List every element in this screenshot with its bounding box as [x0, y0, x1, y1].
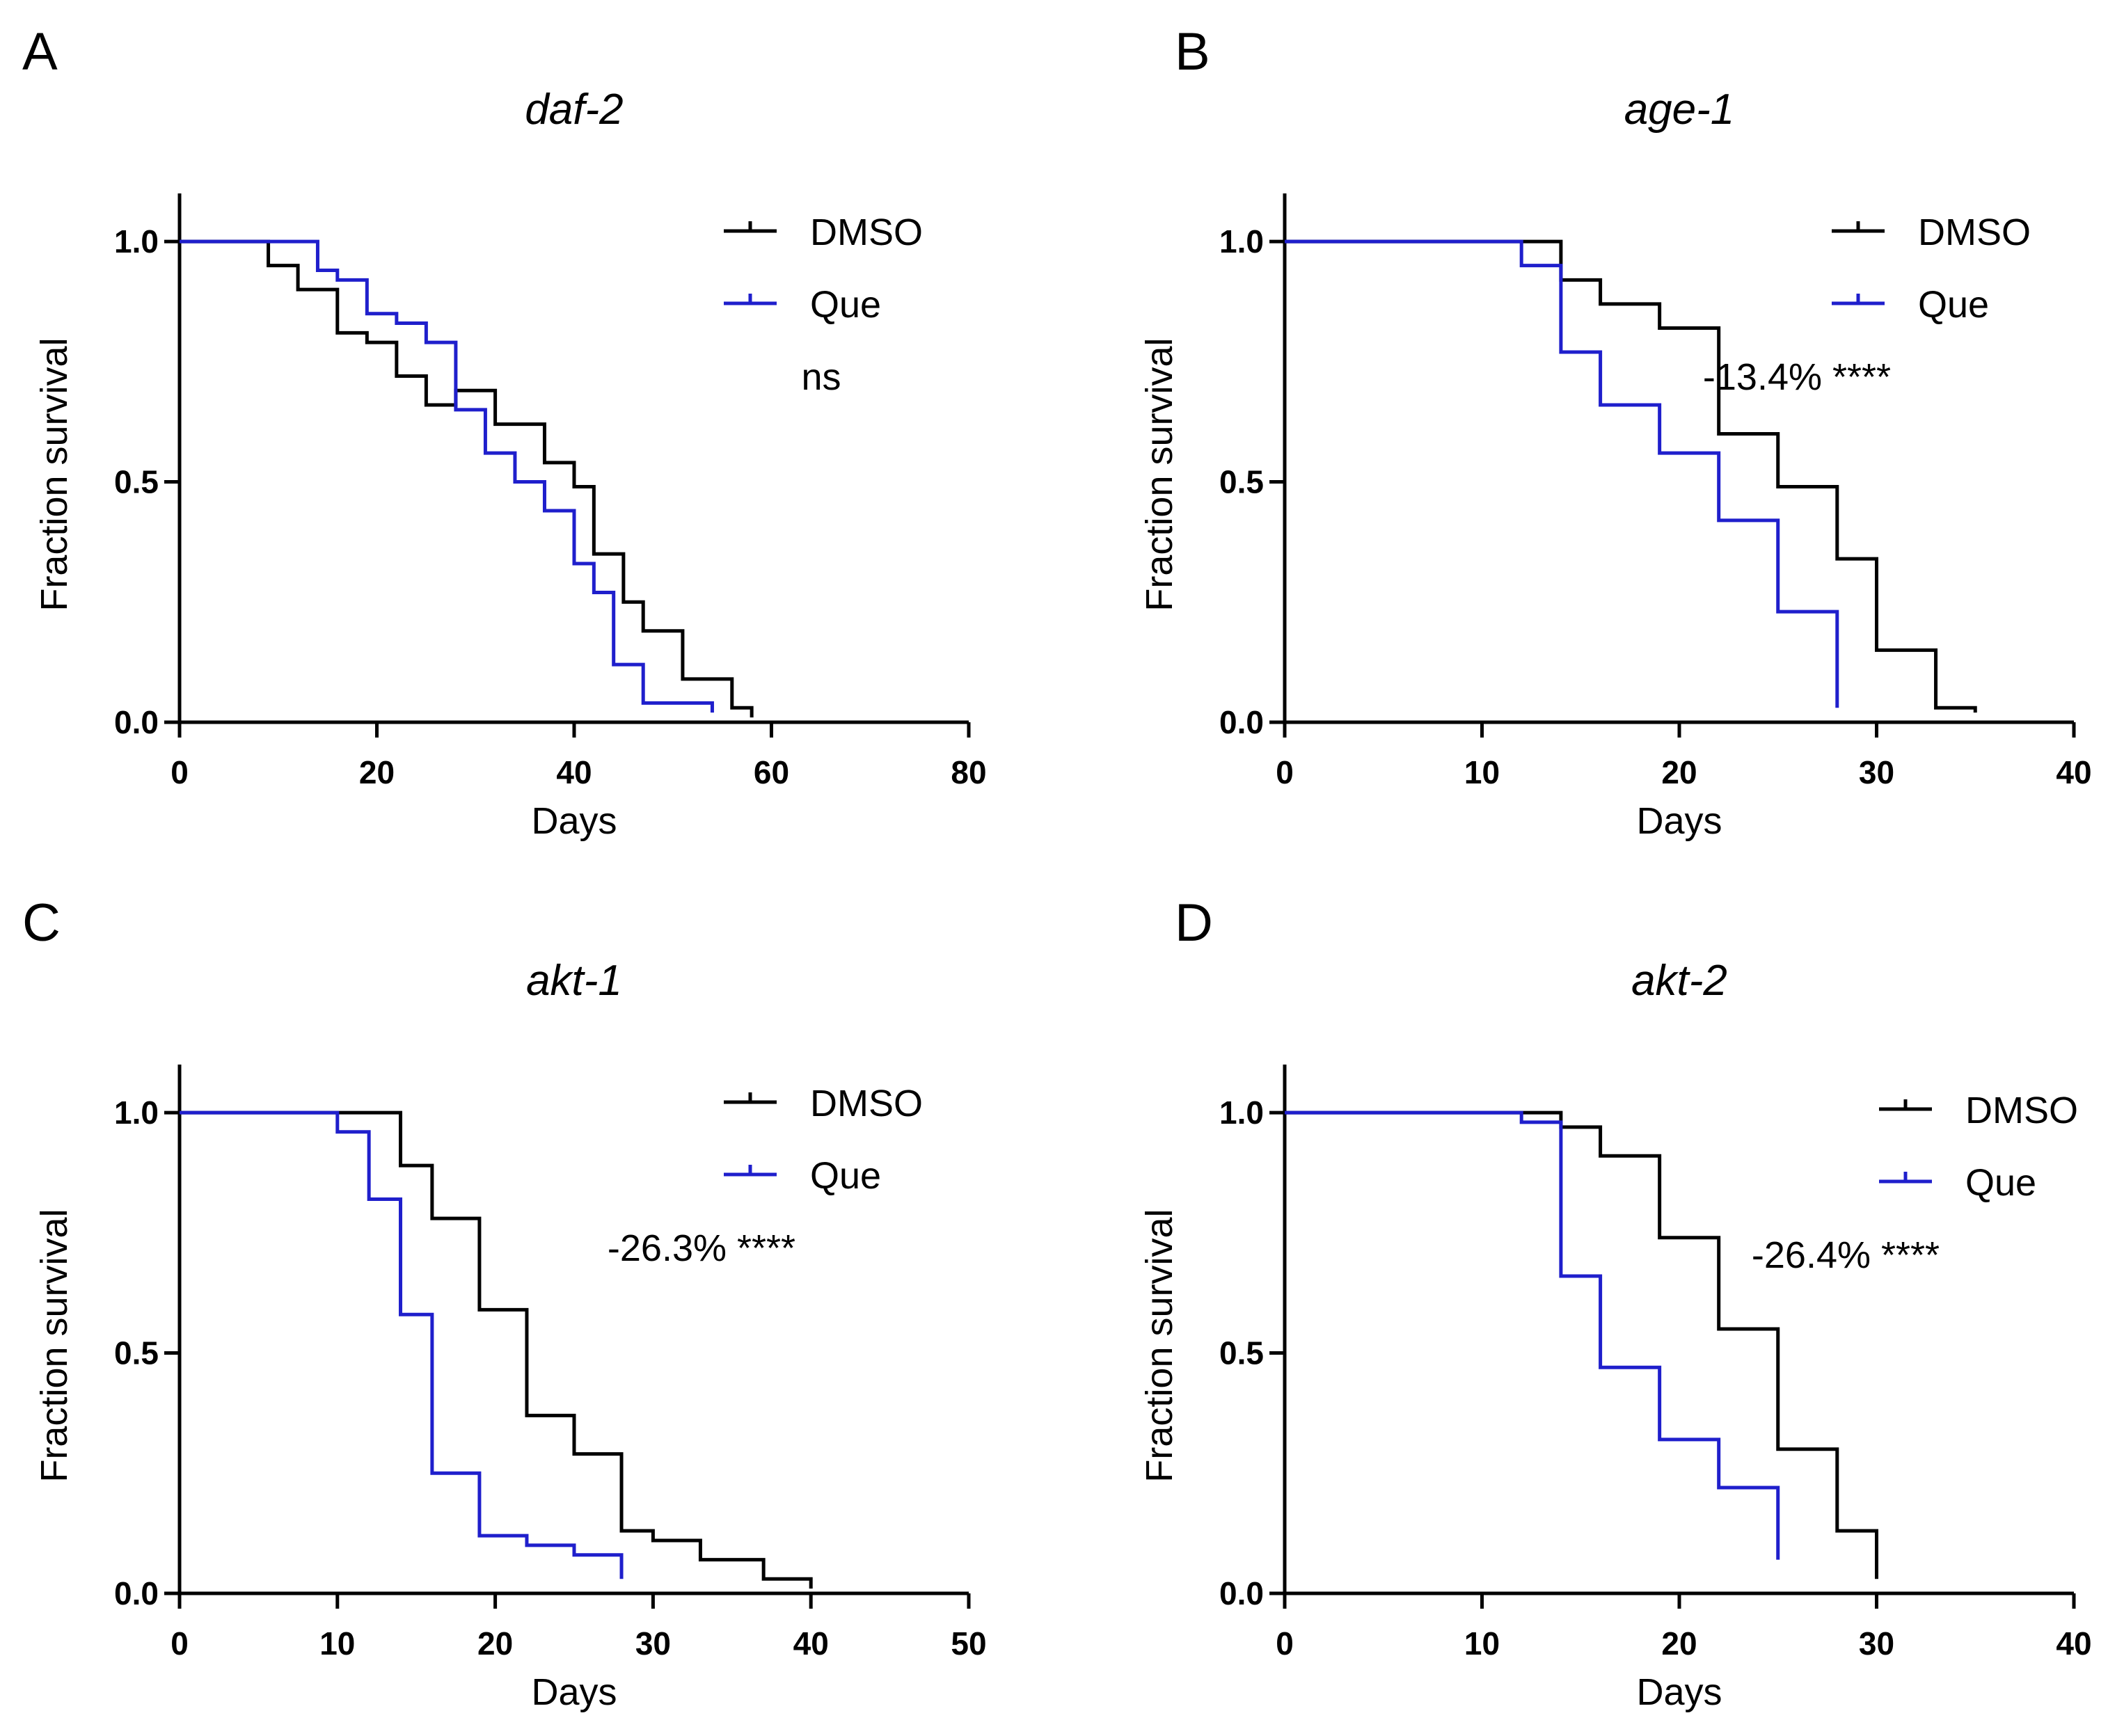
y-tick-label: 0.5: [1219, 464, 1264, 500]
legend-label-dmso: DMSO: [810, 212, 923, 253]
y-tick-label: 0.0: [1219, 1575, 1264, 1611]
x-tick-label: 30: [1859, 754, 1894, 790]
legend-label-que: Que: [1965, 1162, 2036, 1204]
panel-letter: C: [22, 893, 61, 953]
series-line-que: [1285, 1110, 1780, 1560]
x-tick-label: 20: [1661, 754, 1697, 790]
x-axis-label: Days: [1636, 800, 1722, 842]
chart-title: daf-2: [525, 86, 623, 134]
x-tick-label: 40: [556, 754, 592, 790]
significance-annotation: -26.3% ****: [608, 1227, 795, 1269]
x-tick-label: 20: [477, 1625, 513, 1662]
x-tick-label: 10: [1464, 1625, 1500, 1662]
x-tick-label: 40: [793, 1625, 829, 1662]
chart-title: age-1: [1624, 86, 1735, 134]
y-axis-label: Fraction survival: [33, 337, 75, 611]
series-line-que: [1285, 239, 1839, 708]
significance-annotation: ns: [801, 356, 841, 398]
x-tick-label: 0: [1276, 1625, 1294, 1662]
x-tick-label: 60: [754, 754, 789, 790]
y-axis-label: Fraction survival: [33, 1209, 75, 1482]
x-tick-label: 40: [2056, 754, 2091, 790]
x-tick-label: 0: [171, 754, 189, 790]
chart-title: akt-1: [526, 957, 622, 1005]
series-line-que: [180, 1110, 624, 1579]
x-tick-label: 80: [951, 754, 986, 790]
y-tick-label: 1.0: [1219, 223, 1264, 260]
series-line-dmso: [1285, 1110, 1878, 1579]
y-tick-label: 1.0: [114, 223, 159, 260]
legend-label-que: Que: [1918, 284, 1989, 326]
y-tick-label: 0.0: [114, 704, 159, 740]
x-tick-label: 10: [1464, 754, 1500, 790]
y-tick-label: 0.5: [114, 1335, 159, 1371]
x-tick-label: 40: [2056, 1625, 2091, 1662]
series-line-que: [180, 239, 714, 713]
series-line-dmso: [180, 239, 754, 718]
y-axis-label: Fraction survival: [1139, 1209, 1180, 1482]
x-tick-label: 20: [359, 754, 395, 790]
x-tick-label: 0: [171, 1625, 189, 1662]
x-tick-label: 10: [319, 1625, 355, 1662]
significance-annotation: -13.4% ****: [1703, 356, 1891, 398]
y-tick-label: 0.5: [114, 464, 159, 500]
legend-label-dmso: DMSO: [810, 1083, 923, 1124]
legend-label-dmso: DMSO: [1965, 1090, 2078, 1131]
x-tick-label: 0: [1276, 754, 1294, 790]
x-tick-label: 30: [1859, 1625, 1894, 1662]
panel-letter: D: [1175, 893, 1213, 953]
y-tick-label: 0.0: [114, 1575, 159, 1611]
series-line-dmso: [1285, 239, 1977, 713]
panel-letter: B: [1175, 22, 1210, 81]
y-axis-label: Fraction survival: [1139, 337, 1180, 611]
x-tick-label: 30: [635, 1625, 671, 1662]
y-tick-label: 1.0: [1219, 1094, 1264, 1131]
legend-label-que: Que: [810, 1155, 881, 1197]
legend-label-dmso: DMSO: [1918, 212, 2031, 253]
x-axis-label: Days: [531, 800, 617, 842]
y-tick-label: 1.0: [114, 1094, 159, 1131]
chart-title: akt-2: [1631, 957, 1727, 1005]
y-tick-label: 0.0: [1219, 704, 1264, 740]
x-tick-label: 50: [951, 1625, 986, 1662]
x-axis-label: Days: [531, 1671, 617, 1713]
series-line-dmso: [180, 1110, 813, 1589]
y-tick-label: 0.5: [1219, 1335, 1264, 1371]
legend-label-que: Que: [810, 284, 881, 326]
significance-annotation: -26.4% ****: [1752, 1234, 1940, 1276]
panel-letter: A: [22, 22, 58, 81]
x-axis-label: Days: [1636, 1671, 1722, 1713]
x-tick-label: 20: [1661, 1625, 1697, 1662]
